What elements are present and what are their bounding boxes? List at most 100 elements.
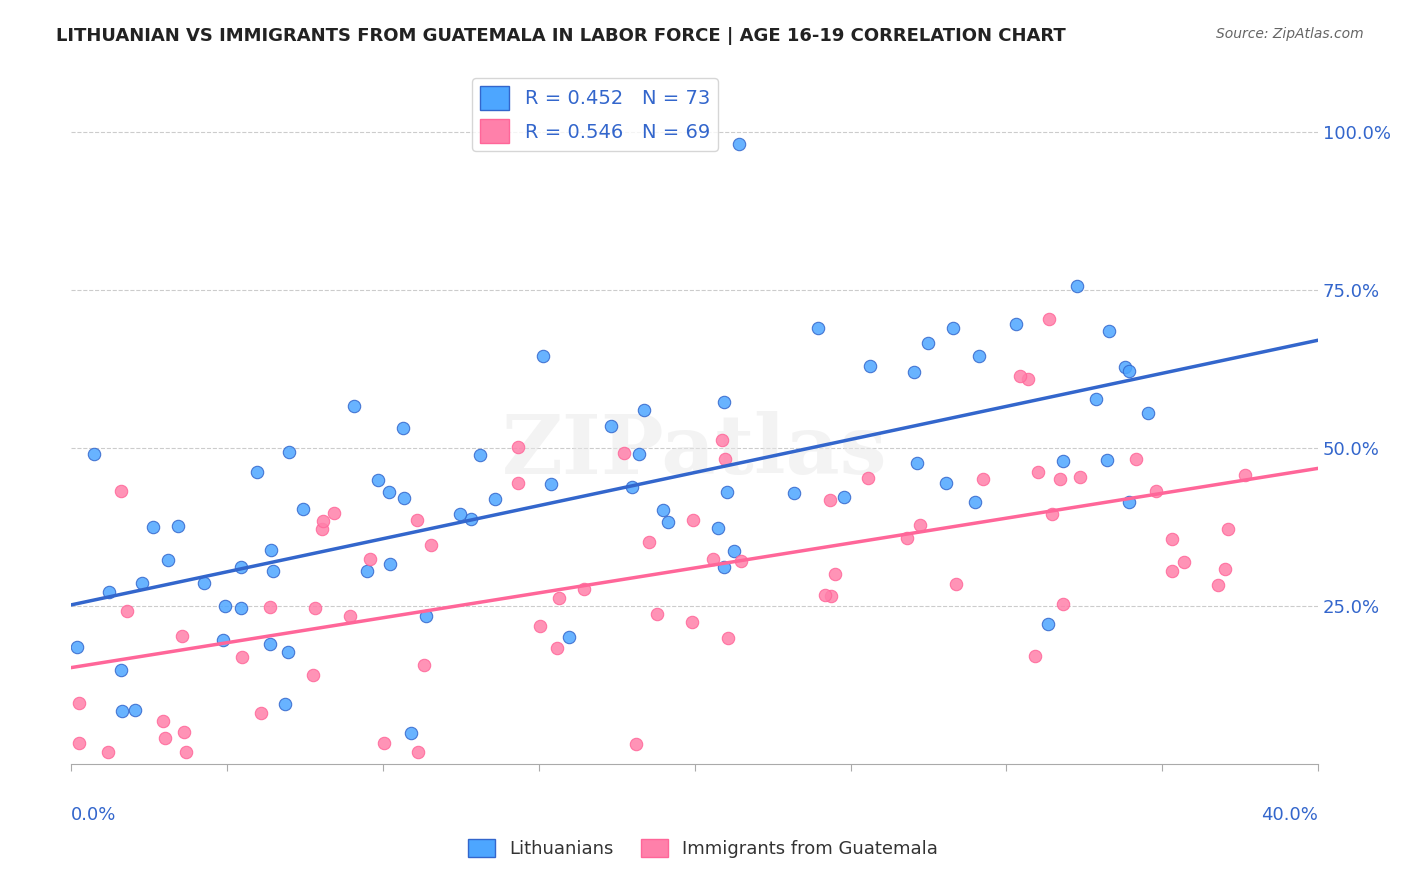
Text: ZIPatlas: ZIPatlas [502,411,887,491]
Point [935,476,957,491]
Point [214,599,236,613]
Point [717,631,740,645]
Point [367,473,389,487]
Point [783,486,806,500]
Point [621,480,644,494]
Point [110,484,132,499]
Point [645,607,668,621]
Point [824,567,846,582]
Point [172,629,194,643]
Point [612,446,634,460]
Point [460,512,482,526]
Point [1040,507,1063,521]
Point [624,737,647,751]
Point [1095,453,1118,467]
Legend: R = 0.452   N = 73, R = 0.546   N = 69: R = 0.452 N = 73, R = 0.546 N = 69 [472,78,717,151]
Point [546,640,568,655]
Point [1052,597,1074,611]
Point [484,492,506,507]
Point [406,513,429,527]
Point [908,518,931,533]
Point [627,447,650,461]
Point [905,456,928,470]
Point [713,394,735,409]
Point [259,600,281,615]
Point [67,696,90,710]
Legend: Lithuanians, Immigrants from Guatemala: Lithuanians, Immigrants from Guatemala [461,831,945,865]
Point [1052,453,1074,467]
Point [231,560,253,574]
Point [508,476,530,491]
Point [531,350,554,364]
Point [1173,555,1195,569]
Point [66,640,89,655]
Point [468,448,491,462]
Point [657,515,679,529]
Point [231,600,253,615]
Point [249,706,271,721]
Text: 40.0%: 40.0% [1261,806,1319,824]
Point [260,543,283,558]
Point [259,637,281,651]
Point [1036,617,1059,632]
Point [1160,564,1182,578]
Point [291,502,314,516]
Point [1026,465,1049,479]
Point [547,591,569,605]
Point [820,589,842,603]
Point [392,491,415,505]
Point [166,519,188,533]
Point [1097,325,1119,339]
Point [322,506,344,520]
Point [1024,648,1046,663]
Point [356,564,378,578]
Point [110,663,132,677]
Point [1160,532,1182,546]
Point [1017,372,1039,386]
Point [1069,470,1091,484]
Point [412,658,434,673]
Point [342,399,364,413]
Point [373,736,395,750]
Point [633,402,655,417]
Point [420,538,443,552]
Point [152,714,174,728]
Text: Source: ZipAtlas.com: Source: ZipAtlas.com [1216,27,1364,41]
Point [652,502,675,516]
Point [174,745,197,759]
Point [702,551,724,566]
Point [706,521,728,535]
Point [131,575,153,590]
Point [450,507,472,521]
Point [965,495,987,509]
Point [378,557,401,571]
Point [415,609,437,624]
Point [1085,392,1108,406]
Point [730,554,752,568]
Point [67,736,90,750]
Point [600,419,623,434]
Point [231,650,253,665]
Point [1008,369,1031,384]
Point [97,745,120,759]
Point [193,575,215,590]
Point [814,588,837,602]
Point [723,543,745,558]
Point [1144,484,1167,499]
Point [540,476,562,491]
Point [856,471,879,485]
Point [1118,495,1140,509]
Point [713,560,735,574]
Point [311,522,333,536]
Point [274,697,297,711]
Point [278,445,301,459]
Point [711,434,734,448]
Point [173,725,195,739]
Point [716,485,738,500]
Point [1216,523,1239,537]
Point [97,585,120,599]
Point [945,576,967,591]
Point [408,745,430,759]
Point [508,440,530,454]
Point [392,421,415,435]
